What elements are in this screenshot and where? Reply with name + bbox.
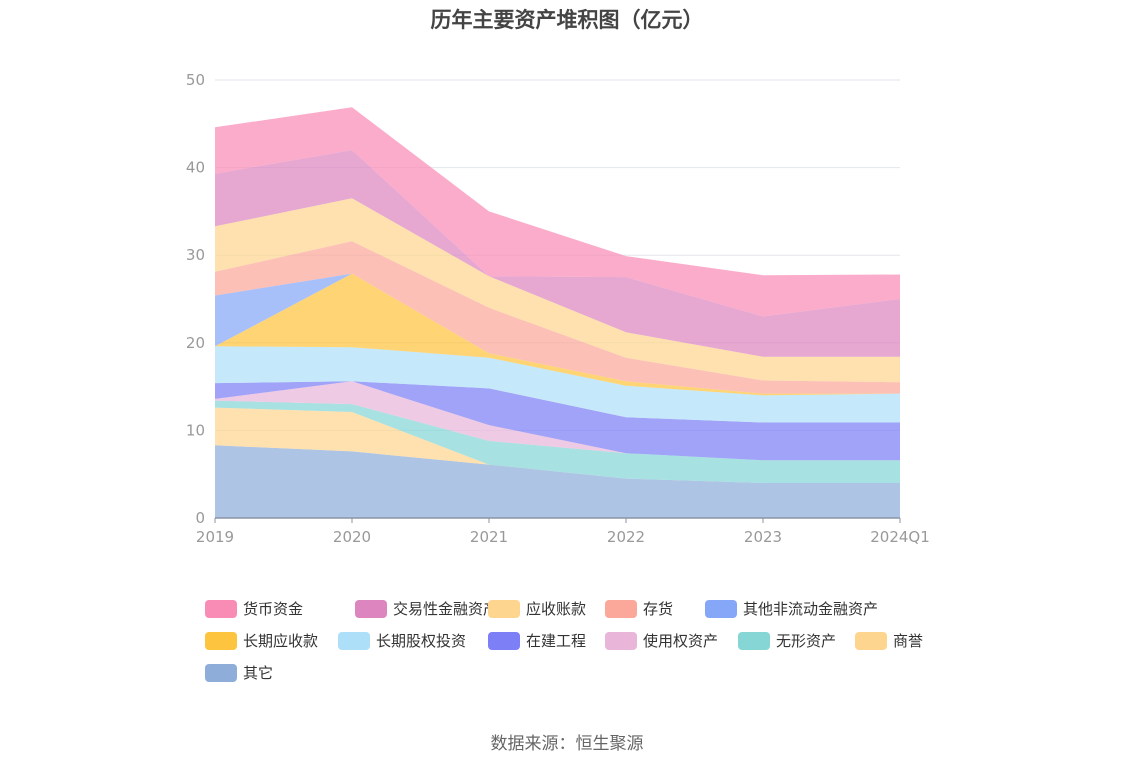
legend-item[interactable]: 其它 — [205, 662, 273, 683]
legend-swatch — [488, 631, 520, 650]
legend-label: 存货 — [643, 600, 674, 618]
legend-label: 长期应收款 — [243, 632, 319, 650]
area-series-11 — [215, 107, 900, 317]
legend-label: 货币资金 — [243, 600, 304, 618]
legend-label: 使用权资产 — [643, 632, 719, 650]
area-series-4 — [215, 381, 900, 461]
legend-label: 其它 — [243, 664, 274, 682]
y-tick-label: 30 — [186, 246, 205, 264]
legend-swatch — [205, 599, 237, 618]
y-tick-label: 20 — [186, 334, 205, 352]
legend-item[interactable]: 长期应收款 — [205, 630, 318, 651]
legend-item[interactable]: 无形资产 — [738, 630, 836, 651]
legend-item[interactable]: 其他非流动金融资产 — [705, 598, 878, 619]
area-series — [215, 107, 900, 518]
legend-swatch — [338, 631, 370, 650]
legend-label: 其他非流动金融资产 — [743, 600, 879, 618]
legend-label: 长期股权投资 — [376, 632, 467, 650]
area-series-5 — [215, 346, 900, 423]
legend-swatch — [705, 599, 737, 618]
legend-swatch — [605, 599, 637, 618]
y-tick-label: 0 — [195, 509, 205, 527]
legend-swatch — [205, 663, 237, 682]
area-series-7 — [215, 273, 900, 394]
legend-item[interactable]: 使用权资产 — [605, 630, 718, 651]
legend-item[interactable]: 应收账款 — [488, 598, 586, 619]
x-tick-label: 2020 — [333, 528, 371, 546]
chart-title: 历年主要资产堆积图（亿元） — [430, 8, 704, 32]
x-tick-label: 2022 — [607, 528, 645, 546]
data-source-note: 数据来源：恒生聚源 — [490, 734, 644, 754]
area-series-0 — [215, 445, 900, 518]
area-series-10 — [215, 150, 900, 357]
legend-item[interactable]: 长期股权投资 — [338, 630, 466, 651]
legend-label: 无形资产 — [776, 632, 837, 650]
area-series-6 — [215, 273, 900, 396]
legend-item[interactable]: 交易性金融资产 — [355, 598, 498, 619]
legend-item[interactable]: 存货 — [605, 598, 673, 619]
legend-item[interactable]: 货币资金 — [205, 598, 303, 619]
y-tick-label: 40 — [186, 159, 205, 177]
legend-swatch — [738, 631, 770, 650]
y-tick-label: 10 — [186, 421, 205, 439]
legend-swatch — [355, 599, 387, 618]
x-tick-label: 2024Q1 — [870, 528, 930, 546]
legend-label: 在建工程 — [526, 632, 587, 650]
area-series-2 — [215, 400, 900, 483]
legend-swatch — [488, 599, 520, 618]
stacked-area-chart: 0 10 20 30 40 50 2019 2020 2021 2022 2023 2024Q1 — [186, 71, 930, 546]
area-series-8 — [215, 241, 900, 394]
area-series-1 — [215, 407, 900, 483]
y-tick-label: 50 — [186, 71, 205, 89]
area-series-3 — [215, 381, 900, 461]
legend-label: 商誉 — [893, 632, 924, 650]
legend-swatch — [855, 631, 887, 650]
legend-item[interactable]: 在建工程 — [488, 630, 586, 651]
x-tick-label: 2023 — [744, 528, 782, 546]
legend-item[interactable]: 商誉 — [855, 630, 923, 651]
axes: 0 10 20 30 40 50 2019 2020 2021 2022 2023 2024Q1 — [186, 71, 930, 546]
area-series-9 — [215, 198, 900, 383]
legend-swatch — [205, 631, 237, 650]
x-tick-label: 2021 — [470, 528, 508, 546]
legend-swatch — [605, 631, 637, 650]
legend-label: 应收账款 — [526, 600, 587, 618]
x-tick-label: 2019 — [196, 528, 234, 546]
legend-label: 交易性金融资产 — [393, 600, 499, 618]
